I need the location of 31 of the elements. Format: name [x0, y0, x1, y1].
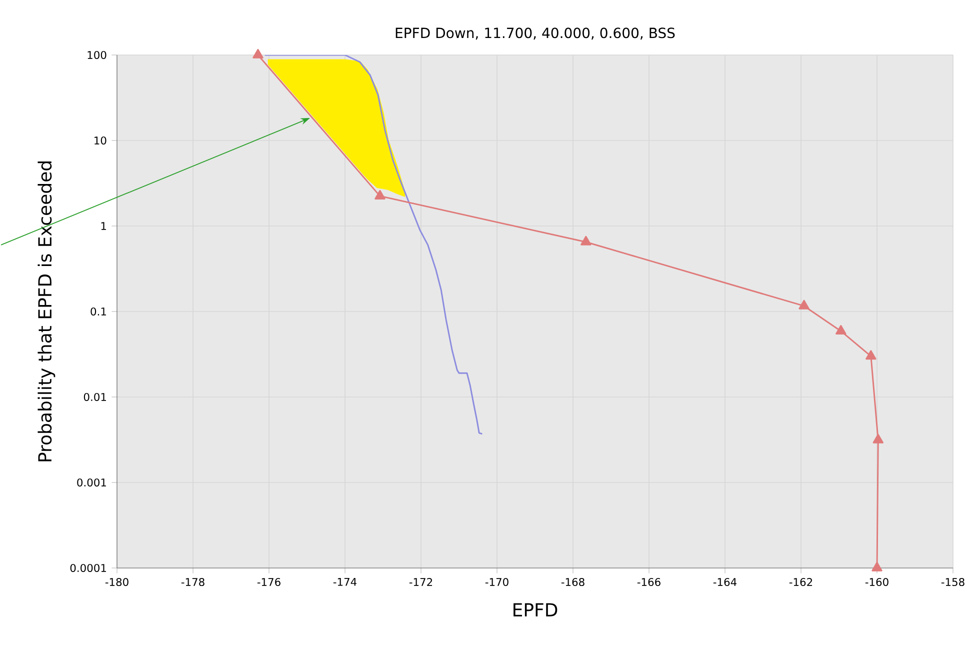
line-series: [264, 54, 483, 435]
x-tick-label: -160: [865, 578, 888, 586]
x-tick-label: -170: [485, 578, 508, 586]
point: [872, 562, 882, 572]
x-tick-label: -178: [181, 578, 204, 586]
y-tick-label: 0.01: [84, 392, 106, 402]
y-axis-title: Probability that EPFD is Exceeded: [38, 162, 56, 462]
y-tick-label: 1: [101, 222, 106, 230]
point: [798, 300, 810, 310]
x-tick-label: -180: [105, 578, 128, 586]
y-tick-label: 0.0001: [70, 564, 106, 572]
x-tick-label: -158: [941, 578, 964, 586]
x-tick-label: -168: [561, 578, 584, 586]
y-tick-label: 100: [88, 50, 106, 60]
point: [836, 325, 846, 334]
chart-title: EPFD Down, 11.700, 40.000, 0.600, BSS: [396, 28, 675, 40]
x-tick-label: -164: [713, 578, 737, 586]
point: [872, 434, 884, 444]
x-tick-label: -172: [409, 578, 432, 586]
point: [866, 350, 876, 360]
point: [252, 48, 264, 58]
x-tick-label: -174: [333, 578, 357, 586]
y-tick-label: 0.001: [77, 478, 106, 487]
x-tick-label: -162: [789, 578, 812, 586]
point: [374, 190, 386, 200]
x-axis-title: EPFD: [514, 603, 558, 616]
y-tick-label: 10: [94, 136, 106, 145]
x-tick-label: -166: [637, 578, 660, 586]
x-tick-label: -176: [257, 578, 280, 586]
point: [580, 236, 592, 246]
y-tick-label: 0.1: [90, 307, 106, 316]
